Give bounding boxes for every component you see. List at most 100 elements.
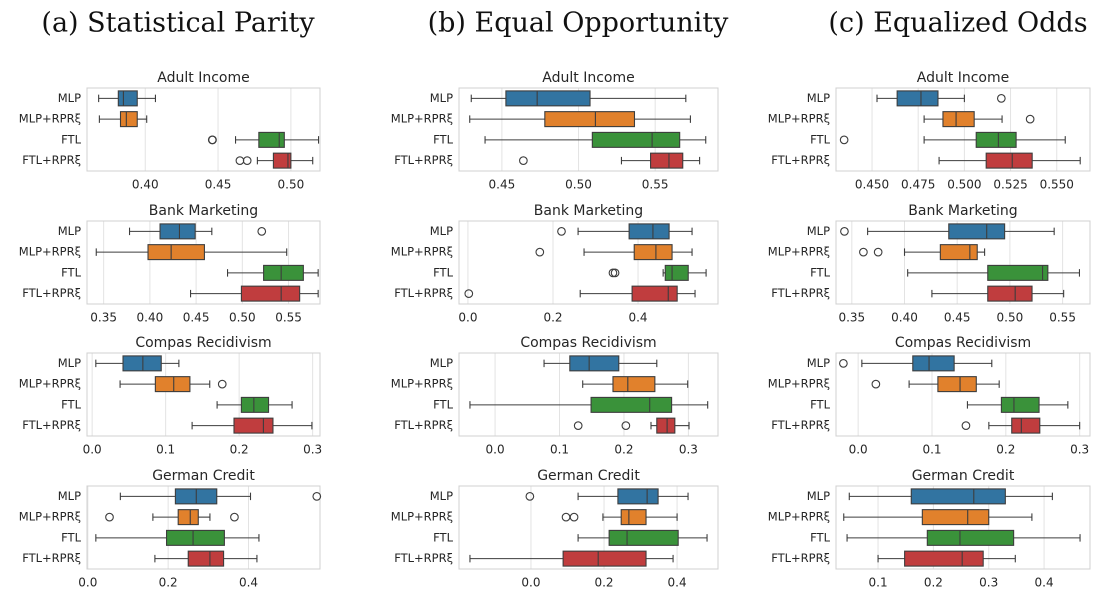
box <box>1011 417 1041 434</box>
box <box>165 529 225 546</box>
box <box>612 376 656 393</box>
plot-frame <box>835 485 1091 570</box>
x-tick-label: 0.45 <box>489 178 516 192</box>
outlier <box>873 247 883 257</box>
x-tick-label: 0.2 <box>159 576 178 590</box>
x-tick-label: 0.4 <box>1035 576 1054 590</box>
outlier <box>871 379 881 389</box>
outlier <box>608 268 618 278</box>
plot-frame <box>86 220 321 305</box>
x-tick-label: 0.3 <box>679 443 698 457</box>
category-label: MLP <box>430 224 453 238</box>
box <box>656 417 676 434</box>
category-label: FTL+RPRξ <box>22 418 81 432</box>
box <box>620 509 647 526</box>
x-tick-label: 0.2 <box>594 576 613 590</box>
x-tick-label: 0.2 <box>543 311 562 325</box>
category-label: MLP+RPRξ <box>19 245 81 259</box>
category-label: FTL+RPRξ <box>394 153 453 167</box>
x-tick-label: 0.55 <box>275 311 302 325</box>
category-label: FTL+RPRξ <box>22 153 81 167</box>
plot-frame <box>458 220 719 305</box>
box <box>896 90 939 107</box>
box <box>912 355 955 372</box>
outlier <box>235 156 245 165</box>
box <box>631 285 678 302</box>
x-tick-label: 0.450 <box>855 178 889 192</box>
box <box>272 152 292 169</box>
box <box>921 509 990 526</box>
plot-frame <box>835 87 1091 172</box>
box <box>1000 396 1040 413</box>
outlier <box>561 512 571 522</box>
category-label: FTL+RPRξ <box>22 551 81 565</box>
x-tick-label: 0.3 <box>1070 443 1089 457</box>
plot-frame <box>835 220 1091 305</box>
x-tick-label: 0.500 <box>947 178 981 192</box>
outlier <box>996 94 1006 103</box>
x-tick-label: 0.0 <box>521 576 540 590</box>
chart-title: Compas Recidivism <box>520 335 656 351</box>
x-tick-label: 0.35 <box>90 311 117 325</box>
chart-title: Adult Income <box>542 70 634 86</box>
category-label: FTL+RPRξ <box>771 418 830 432</box>
category-label: MLP <box>807 356 830 370</box>
box <box>122 355 162 372</box>
category-label: FTL <box>61 397 81 411</box>
category-label: MLP <box>58 356 81 370</box>
x-tick-label: 0.1 <box>156 443 175 457</box>
chart-title: Bank Marketing <box>149 203 258 219</box>
plot-frame <box>86 352 321 437</box>
x-tick-label: 0.4 <box>628 311 647 325</box>
outlier <box>208 135 217 145</box>
x-tick-label: 0.55 <box>642 178 669 192</box>
x-tick-label: 0.55 <box>1049 311 1076 325</box>
x-tick-label: 0.2 <box>230 443 249 457</box>
category-label: MLP <box>807 489 830 503</box>
category-label: MLP <box>807 91 830 105</box>
category-label: FTL+RPRξ <box>22 286 81 300</box>
box <box>926 529 1015 546</box>
category-label: MLP <box>807 224 830 238</box>
box <box>633 244 673 261</box>
outlier <box>242 156 252 165</box>
box <box>910 488 1006 505</box>
x-tick-label: 0.2 <box>614 443 633 457</box>
category-label: MLP <box>58 489 81 503</box>
box <box>942 111 975 128</box>
chart-title: Compas Recidivism <box>895 335 1031 351</box>
box <box>904 550 984 567</box>
box <box>240 396 270 413</box>
category-label: MLP+RPRξ <box>391 510 453 524</box>
chart-title: German Credit <box>537 468 640 484</box>
x-tick-label: 0.4 <box>668 576 687 590</box>
plot-frame <box>86 485 321 570</box>
category-label: MLP+RPRξ <box>391 112 453 126</box>
x-tick-label: 0.2 <box>924 576 943 590</box>
x-tick-label: 0.0 <box>78 576 97 590</box>
category-label: FTL+RPRξ <box>771 153 830 167</box>
outlier <box>573 421 583 430</box>
category-label: FTL <box>810 530 830 544</box>
outlier <box>859 247 868 257</box>
category-label: FTL+RPRξ <box>394 286 453 300</box>
category-label: MLP+RPRξ <box>19 377 81 391</box>
box <box>505 90 591 107</box>
box <box>664 264 689 281</box>
plot-frame <box>86 87 321 172</box>
category-label: FTL <box>810 132 830 146</box>
category-label: MLP <box>58 91 81 105</box>
chart-title: German Credit <box>152 468 255 484</box>
chart-title: Adult Income <box>157 70 249 86</box>
category-label: MLP+RPRξ <box>391 377 453 391</box>
box <box>628 223 670 240</box>
category-label: MLP+RPRξ <box>19 510 81 524</box>
chart-title: Adult Income <box>917 70 1009 86</box>
outlier <box>105 512 114 522</box>
outlier <box>230 512 239 522</box>
outlier <box>569 512 579 522</box>
category-label: MLP+RPRξ <box>768 377 830 391</box>
x-tick-label: 0.3 <box>303 443 322 457</box>
x-tick-label: 0.2 <box>996 443 1015 457</box>
